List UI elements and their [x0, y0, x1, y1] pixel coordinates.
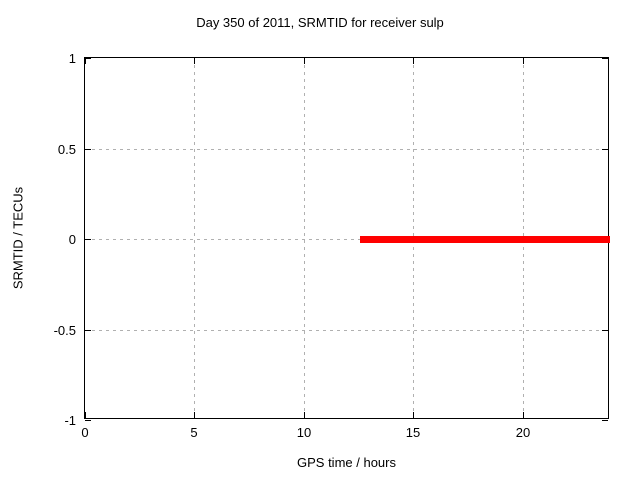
y-tick-right [602, 57, 608, 59]
y-tick-left [85, 57, 91, 59]
y-tick-label: 0.5 [57, 142, 76, 157]
gridline-x-5 [193, 58, 195, 418]
plot-area: 0 5 10 15 20 1 0.5 0 -0.5 -1 [54, 52, 610, 440]
chart-title: Day 350 of 2011, SRMTID for receiver sul… [196, 15, 444, 30]
y-tick-left [85, 148, 91, 150]
x-tick-bottom [303, 412, 305, 418]
series-srmtid-line [360, 235, 610, 243]
y-tick-label: -1 [64, 413, 76, 428]
x-tick-top [412, 58, 414, 64]
x-tick-label: 20 [515, 425, 531, 440]
x-tick-label: 10 [296, 425, 312, 440]
x-tick-label: 0 [81, 425, 89, 440]
gridline-x-10 [303, 58, 305, 418]
y-tick-label: 1 [68, 51, 76, 66]
y-tick-label: -0.5 [53, 323, 76, 338]
x-tick-top [303, 58, 305, 64]
y-tick-label: 0 [68, 232, 76, 247]
gridline-y--0.5 [85, 329, 608, 331]
y-tick-right [602, 148, 608, 150]
y-axis-label: SRMTID / TECUs [10, 186, 26, 290]
x-tick-label: 15 [405, 425, 421, 440]
gridline-y-0 [85, 238, 608, 240]
y-tick-right [602, 419, 608, 421]
x-tick-bottom [193, 412, 195, 418]
x-tick-bottom [522, 412, 524, 418]
x-tick-label: 5 [190, 425, 198, 440]
x-axis-label: GPS time / hours [297, 455, 396, 470]
y-tick-right [602, 329, 608, 331]
x-tick-top [193, 58, 195, 64]
x-tick-bottom [84, 412, 86, 418]
x-tick-top [84, 58, 86, 64]
y-tick-left [85, 329, 91, 331]
y-tick-left [85, 238, 91, 240]
y-tick-left [85, 419, 91, 421]
gridline-y-0.5 [85, 148, 608, 150]
x-tick-bottom [412, 412, 414, 418]
x-tick-top [522, 58, 524, 64]
